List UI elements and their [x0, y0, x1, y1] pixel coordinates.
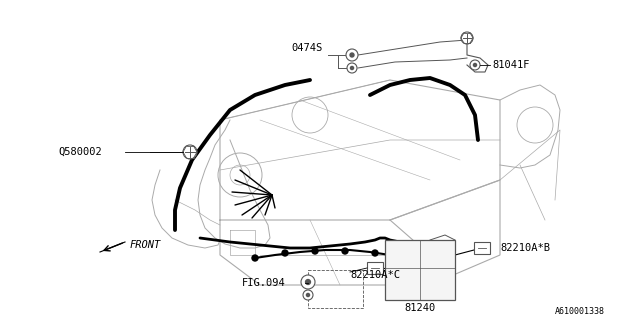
Circle shape	[282, 250, 288, 256]
Text: FRONT: FRONT	[130, 240, 161, 250]
Circle shape	[306, 293, 310, 297]
Circle shape	[347, 63, 357, 73]
Circle shape	[303, 290, 313, 300]
Circle shape	[346, 49, 358, 61]
Circle shape	[349, 66, 355, 70]
Text: 81240: 81240	[404, 303, 436, 313]
Circle shape	[470, 60, 480, 70]
Text: 0474S: 0474S	[292, 43, 323, 53]
Text: A610001338: A610001338	[555, 307, 605, 316]
Circle shape	[342, 248, 348, 254]
Circle shape	[301, 275, 315, 289]
Text: 82210A*B: 82210A*B	[500, 243, 550, 253]
Bar	[474, 242, 490, 254]
Circle shape	[312, 248, 318, 254]
Bar	[385, 240, 455, 300]
Circle shape	[461, 32, 473, 44]
Circle shape	[372, 250, 378, 256]
Bar	[367, 262, 383, 274]
Text: FIG.094: FIG.094	[242, 278, 285, 288]
Circle shape	[349, 52, 355, 58]
Circle shape	[305, 279, 311, 285]
Circle shape	[183, 145, 197, 159]
Bar	[308, 270, 363, 308]
Text: 81041F: 81041F	[492, 60, 529, 70]
Text: Q580002: Q580002	[58, 147, 102, 157]
Circle shape	[473, 63, 477, 67]
Circle shape	[252, 255, 258, 261]
Text: 82210A*C: 82210A*C	[350, 270, 400, 280]
